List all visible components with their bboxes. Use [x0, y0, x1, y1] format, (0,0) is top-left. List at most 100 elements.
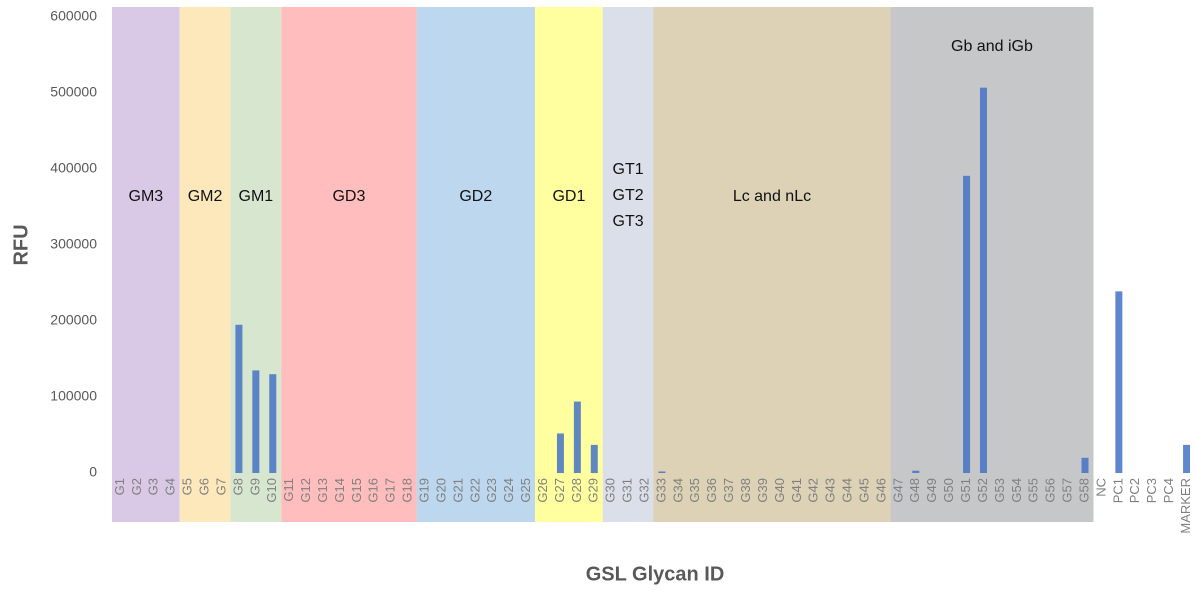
x-tick-label: G40: [772, 478, 787, 503]
x-tick-label: G37: [721, 478, 736, 503]
x-tick-label: G32: [636, 478, 651, 503]
x-tick-label: G8: [230, 478, 245, 495]
x-tick-label: G6: [197, 478, 212, 495]
x-tick-label: G19: [416, 478, 431, 503]
bar: [963, 175, 971, 473]
y-tick-label: 600000: [50, 8, 97, 24]
region-label: GM2: [188, 188, 223, 205]
bar: [252, 370, 260, 473]
x-tick-label: G52: [975, 478, 990, 503]
x-tick-label: G17: [383, 478, 398, 503]
region-band: [179, 7, 231, 522]
x-tick-label: G53: [992, 478, 1007, 503]
y-axis-title: RFU: [10, 224, 32, 265]
x-tick-label: G39: [755, 478, 770, 503]
x-tick-label: G2: [129, 478, 144, 495]
region-label: GD3: [332, 188, 365, 205]
region-band: [112, 7, 180, 522]
y-tick-label: 300000: [50, 236, 97, 252]
bar: [1115, 291, 1123, 473]
x-axis-title: GSL Glycan ID: [586, 563, 725, 585]
x-tick-label: G5: [180, 478, 195, 495]
x-tick-label: G10: [264, 478, 279, 503]
x-tick-label: PC3: [1144, 478, 1159, 503]
x-tick-label: G16: [366, 478, 381, 503]
y-tick-label: 200000: [50, 312, 97, 328]
x-tick-label: G56: [1043, 478, 1058, 503]
x-tick-label: G33: [653, 478, 668, 503]
x-tick-label: G38: [738, 478, 753, 503]
bar: [1081, 457, 1089, 473]
bar: [912, 470, 920, 473]
x-tick-label: G18: [400, 478, 415, 503]
x-tick-label: G35: [687, 478, 702, 503]
x-tick-label: G31: [620, 478, 635, 503]
x-tick-label: G54: [1009, 478, 1024, 503]
y-tick-label: 400000: [50, 160, 97, 176]
y-tick-label: 0: [89, 464, 97, 480]
x-tick-label: G1: [112, 478, 127, 495]
region-label: GD2: [459, 188, 492, 205]
x-tick-label: G14: [332, 478, 347, 503]
x-tick-label: G15: [349, 478, 364, 503]
region-band: [653, 7, 891, 522]
x-tick-label: G26: [535, 478, 550, 503]
region-label: GT3: [613, 213, 644, 230]
x-tick-label: G47: [890, 478, 905, 503]
x-tick-label: G24: [501, 478, 516, 503]
y-tick-label: 500000: [50, 84, 97, 100]
region-band: [602, 7, 654, 522]
bar: [573, 401, 581, 473]
x-tick-label: G12: [298, 478, 313, 503]
x-tick-label: G20: [433, 478, 448, 503]
region-label: Gb and iGb: [951, 38, 1033, 55]
x-tick-label: G44: [840, 478, 855, 503]
x-tick-label: G51: [958, 478, 973, 503]
x-tick-label: G43: [823, 478, 838, 503]
region-band: [416, 7, 536, 522]
x-tick-label: G30: [603, 478, 618, 503]
x-tick-label: NC: [1093, 478, 1108, 497]
bar: [235, 324, 243, 473]
region-label: GT1: [613, 161, 644, 178]
region-label: GM1: [239, 188, 274, 205]
region-label: Lc and nLc: [733, 188, 811, 205]
x-tick-label: G29: [586, 478, 601, 503]
x-tick-label: G48: [907, 478, 922, 503]
x-tick-label: G55: [1026, 478, 1041, 503]
x-tick-label: G7: [213, 478, 228, 495]
x-tick-label: G42: [806, 478, 821, 503]
region-band: [281, 7, 417, 522]
x-tick-label: G50: [941, 478, 956, 503]
bar: [269, 374, 277, 473]
x-tick-label: G4: [163, 478, 178, 495]
x-tick-label: G45: [856, 478, 871, 503]
bar: [1183, 444, 1191, 473]
x-tick-label: G27: [552, 478, 567, 503]
x-tick-label: G41: [789, 478, 804, 503]
bar: [556, 433, 564, 473]
y-tick-label: 100000: [50, 388, 97, 404]
bar: [658, 471, 666, 473]
x-tick-label: G22: [467, 478, 482, 503]
bar: [590, 444, 598, 473]
x-tick-label: G25: [518, 478, 533, 503]
x-tick-label: G23: [484, 478, 499, 503]
bar: [979, 87, 987, 474]
region-band: [535, 7, 603, 522]
x-tick-label: G34: [670, 478, 685, 503]
x-tick-label: G9: [247, 478, 262, 495]
region-label: GT2: [613, 187, 644, 204]
x-tick-label: G46: [873, 478, 888, 503]
x-tick-label: G49: [924, 478, 939, 503]
region-label: GD1: [552, 188, 585, 205]
x-tick-label: G11: [281, 478, 296, 502]
x-tick-label: G58: [1076, 478, 1091, 503]
x-tick-label: G3: [146, 478, 161, 495]
region-label: GM3: [129, 188, 164, 205]
x-tick-label: G36: [704, 478, 719, 503]
x-tick-label: MARKER: [1178, 478, 1193, 534]
region-band: [890, 7, 1094, 522]
x-tick-label: PC4: [1161, 478, 1176, 503]
